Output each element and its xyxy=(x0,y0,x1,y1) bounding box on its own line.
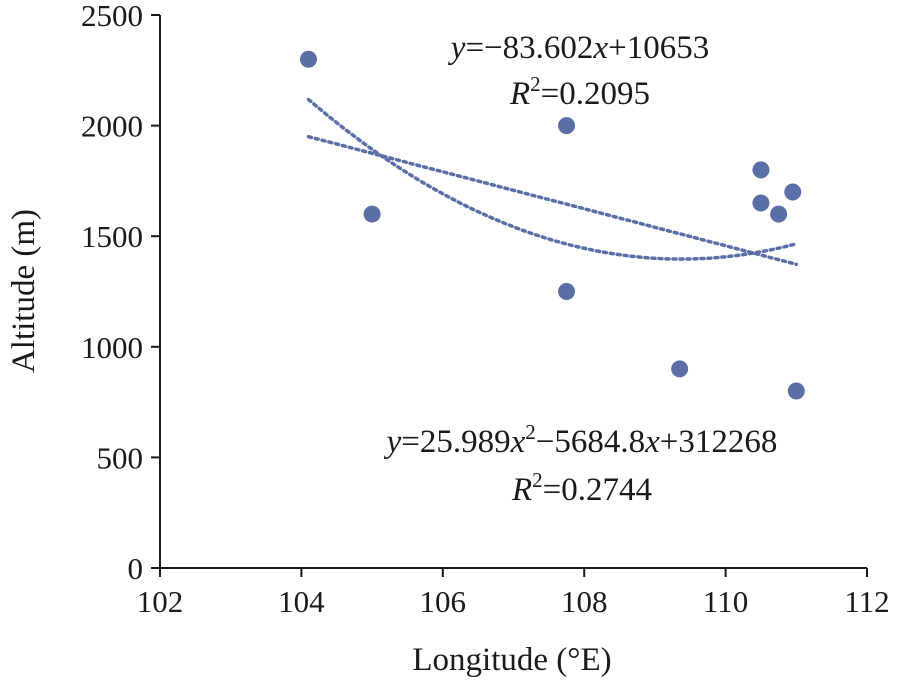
data-point xyxy=(558,117,576,135)
polynomial-equation-label: y=25.989x2−5684.8x+312268 xyxy=(384,420,778,460)
y-tick-label: 2500 xyxy=(81,0,143,33)
y-tick-label: 500 xyxy=(97,440,144,475)
y-axis-title: Altitude (m) xyxy=(6,209,42,373)
data-point xyxy=(784,183,802,201)
data-point xyxy=(363,205,381,223)
linear-r2-label: R2=0.2095 xyxy=(509,72,650,112)
x-tick-label: 104 xyxy=(278,584,325,619)
data-point xyxy=(752,194,770,212)
data-point xyxy=(770,205,788,223)
data-point xyxy=(752,161,770,179)
y-tick-label: 2000 xyxy=(81,109,143,144)
x-tick-label: 112 xyxy=(844,584,889,619)
data-points xyxy=(299,50,805,400)
data-point xyxy=(671,360,689,378)
data-point xyxy=(299,50,317,68)
data-point xyxy=(787,382,805,400)
x-axis-title: Longitude (°E) xyxy=(412,642,611,678)
x-tick-label: 102 xyxy=(137,584,184,619)
x-tick-label: 110 xyxy=(703,584,748,619)
y-tick-label: 0 xyxy=(128,551,144,586)
polynomial-r2-label: R2=0.2744 xyxy=(511,468,652,508)
data-point xyxy=(558,283,576,300)
y-tick-label: 1500 xyxy=(81,219,143,254)
linear-trendline xyxy=(306,134,799,267)
trendlines xyxy=(306,97,799,267)
y-tick-label: 1000 xyxy=(81,330,143,365)
x-tick-label: 108 xyxy=(561,584,608,619)
axes: 102 104 106 108 110 112 0 500 1000 1500 2000 2500 xyxy=(81,0,890,619)
linear-equation-label: y=−83.602x+10653 xyxy=(448,30,709,66)
x-tick-label: 106 xyxy=(420,584,467,619)
polynomial-trendline xyxy=(306,97,799,261)
